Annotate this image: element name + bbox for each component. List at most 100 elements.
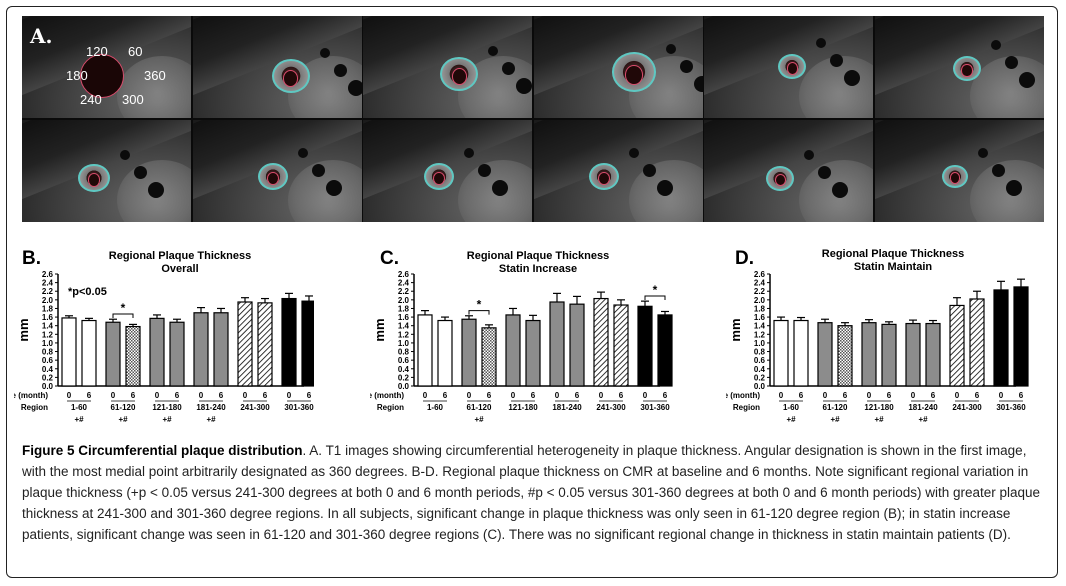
significance-bracket: [112, 313, 134, 319]
time-tick-label: 0: [823, 391, 828, 400]
time-tick-label: 0: [955, 391, 960, 400]
vessel-wall-contour: [588, 162, 619, 190]
mri-tile: [363, 16, 533, 118]
small-vessel: [347, 80, 362, 96]
y-tick-label: 1.2: [398, 330, 410, 339]
y-tick-label: 1.0: [42, 339, 54, 348]
region-mark: +#: [786, 415, 796, 424]
y-tick-label: 0.2: [42, 373, 54, 382]
y-tick-label: 0.4: [398, 365, 410, 374]
y-tick-label: 0.6: [42, 356, 54, 365]
bar: [125, 325, 141, 387]
bar: [257, 302, 273, 387]
time-tick-label: 0: [199, 391, 204, 400]
bar: [613, 304, 629, 387]
time-tick-label: 6: [663, 391, 668, 400]
region-tick-label: 241-300: [596, 403, 626, 412]
region-mark: +#: [162, 415, 172, 424]
vessel-lumen-contour: [624, 65, 643, 85]
time-axis-label: me (month): [14, 391, 48, 400]
bar: [301, 300, 314, 387]
small-vessel: [1019, 72, 1035, 88]
y-tick-label: 1.4: [398, 322, 410, 331]
y-tick-label: 2.2: [754, 287, 766, 296]
bar: [993, 289, 1009, 387]
chart-c-title: Regional Plaque Thickness Statin Increas…: [438, 250, 638, 276]
bar: [505, 314, 521, 387]
time-tick-label: 6: [619, 391, 624, 400]
region-tick-label: 301-360: [640, 403, 670, 412]
y-tick-label: 2.6: [398, 270, 410, 279]
small-vessel: [464, 147, 475, 158]
time-tick-label: 0: [467, 391, 472, 400]
bar: [593, 297, 609, 387]
small-vessel: [628, 147, 639, 158]
region-tick-label: 181-240: [908, 403, 938, 412]
small-vessel: [804, 149, 815, 160]
caption-text: . A. T1 images showing circumferential h…: [22, 443, 1041, 542]
y-tick-label: 1.0: [754, 339, 766, 348]
panel-a-letter: A.: [30, 24, 53, 48]
time-tick-label: 0: [243, 391, 248, 400]
small-vessel: [992, 163, 1005, 177]
time-tick-label: 0: [155, 391, 160, 400]
significance-note: *p<0.05: [68, 286, 107, 298]
vessel-lumen-contour: [451, 68, 467, 86]
bar: [793, 319, 809, 387]
y-tick-label: 1.2: [754, 330, 766, 339]
time-tick-label: 6: [131, 391, 136, 400]
chart-d-letter: D.: [735, 248, 754, 269]
chart-d-title: Regional Plaque Thickness Statin Maintai…: [793, 248, 993, 274]
vessel-lumen-contour: [949, 172, 961, 184]
y-tick-label: 1.6: [42, 313, 54, 322]
time-tick-label: 6: [843, 391, 848, 400]
chart-b-letter: B.: [22, 248, 41, 269]
bar: [657, 314, 673, 387]
bar: [949, 304, 965, 387]
time-tick-label: 0: [511, 391, 516, 400]
time-tick-label: 6: [931, 391, 936, 400]
region-tick-label: 241-300: [240, 403, 270, 412]
y-tick-label: 0.8: [398, 348, 410, 357]
y-tick-label: 1.8: [754, 304, 766, 313]
region-axis-label: Region: [21, 403, 48, 412]
small-vessel: [816, 38, 827, 48]
mri-tile: [533, 119, 703, 222]
time-tick-label: 6: [531, 391, 536, 400]
significance-bracket: [644, 295, 666, 300]
vessel-lumen-contour: [87, 173, 101, 188]
region-tick-label: 121-180: [864, 403, 894, 412]
chart-title-line: Regional Plaque Thickness: [466, 250, 610, 262]
time-tick-label: 0: [423, 391, 428, 400]
region-tick-label: 181-240: [552, 403, 582, 412]
chart-title-line: Statin Maintain: [853, 261, 933, 273]
small-vessel: [120, 149, 130, 160]
region-tick-label: 1-60: [783, 403, 800, 412]
region-mark: +#: [74, 415, 84, 424]
chart-c-statin-increase: 0.00.20.40.60.81.01.21.41.61.82.02.22.42…: [370, 270, 673, 424]
region-axis-label: Region: [377, 403, 404, 412]
bar: [417, 314, 433, 387]
small-vessel: [516, 78, 533, 94]
region-tick-label: 301-360: [284, 403, 314, 412]
significance-star: *: [121, 301, 126, 315]
y-tick-label: 2.6: [42, 270, 54, 279]
y-tick-label: 1.2: [42, 330, 54, 339]
bar: [461, 318, 477, 387]
region-mark: +#: [206, 415, 216, 424]
bar: [281, 297, 297, 387]
region-mark: +#: [918, 415, 928, 424]
mri-tile: [192, 16, 362, 118]
mri-tile: [875, 119, 1044, 222]
chart-d-statin-maintain: 0.00.20.40.60.81.01.21.41.61.82.02.22.42…: [726, 270, 1029, 424]
angle-label: 120: [86, 44, 108, 59]
region-axis-label: Region: [733, 403, 760, 412]
y-tick-label: 2.0: [398, 296, 410, 305]
y-tick-label: 1.6: [754, 313, 766, 322]
y-tick-label: 1.8: [398, 304, 410, 313]
small-vessel: [830, 54, 844, 67]
y-tick-label: 2.2: [398, 287, 410, 296]
mri-tile: [363, 119, 533, 222]
time-tick-label: 6: [799, 391, 804, 400]
time-tick-label: 6: [575, 391, 580, 400]
